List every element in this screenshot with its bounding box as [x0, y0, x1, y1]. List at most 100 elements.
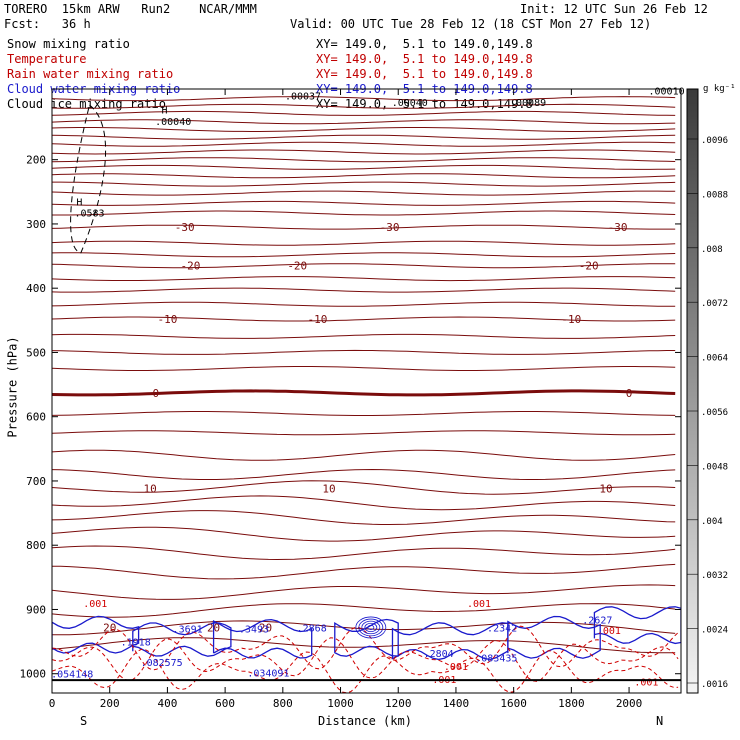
temperature-contour: [52, 240, 676, 246]
temperature-contour-label: -20: [287, 260, 307, 273]
legend-snow-xy: XY= 149.0, 5.1 to 149.0,149.8: [316, 37, 533, 51]
cloud-water-contour: [132, 622, 232, 657]
temperature-contour: [52, 526, 676, 542]
cloud-water-contour: [334, 618, 399, 657]
temperature-contour-label: -10: [157, 313, 177, 326]
temperature-contour: [52, 252, 676, 258]
contour-annotation: .082575: [141, 658, 183, 669]
legend-rain-xy: XY= 149.0, 5.1 to 149.0,149.8: [316, 67, 533, 81]
colorbar-unit: g kg⁻¹: [703, 84, 736, 94]
colorbar-tick-label: .0072: [701, 299, 728, 309]
y-tick-label: 1000: [20, 668, 47, 681]
temperature-contour: [52, 430, 676, 436]
cloud-water-core: [358, 618, 384, 637]
colorbar-tick-label: .008: [701, 245, 723, 255]
x-tick-label: 1600: [500, 697, 527, 710]
cloud-water-core: [364, 622, 378, 633]
temperature-contour: [52, 103, 676, 109]
contour-annotation: .083435: [475, 654, 517, 665]
temperature-contour: [52, 127, 676, 132]
x-tick-label: 0: [49, 697, 56, 710]
temperature-contour-label: 20: [259, 621, 272, 634]
contour-annotation: .2804: [424, 649, 454, 660]
colorbar-tick-label: .0096: [701, 136, 728, 146]
header-valid-time: Valid: 00 UTC Tue 28 Feb 12 (18 CST Mon …: [290, 17, 652, 31]
temperature-contour: [52, 224, 676, 230]
colorbar-tick-label: .0056: [701, 408, 728, 418]
colorbar-tick-label: .0032: [701, 571, 728, 581]
x-axis-start-label: S: [80, 714, 88, 728]
contour-annotation: .0583: [74, 208, 104, 219]
temperature-contour: [52, 480, 676, 495]
temperature-contour: [52, 449, 676, 461]
cloud-water-core: [361, 620, 381, 635]
legend-temperature-label: Temperature: [7, 52, 87, 66]
colorbar-tick-label: .0016: [701, 680, 728, 690]
contour-annotation: .00040: [155, 117, 191, 128]
temperature-contour: [52, 210, 676, 216]
temperature-contour: [52, 349, 676, 355]
rain-water-contour: [52, 637, 679, 682]
legend-rain-label: Rain water mixing ratio: [7, 67, 174, 81]
temperature-contour: [52, 316, 676, 322]
temperature-contour: [52, 603, 676, 618]
contour-annotation: .054148: [51, 670, 93, 681]
temperature-contour: [52, 563, 676, 580]
temperature-contour-label: -10: [308, 313, 328, 326]
cloud-ice-contour: [70, 104, 107, 254]
x-axis-label: Distance (km): [318, 714, 412, 728]
temperature-contour: [52, 468, 676, 480]
y-tick-label: 700: [26, 475, 46, 488]
temperature-contour: [52, 119, 676, 125]
plot-frame: [51, 88, 682, 694]
contour-annotation: .001: [467, 599, 491, 610]
temperature-contour-label: 0: [153, 387, 160, 400]
contour-annotation: .3493: [239, 625, 269, 636]
temperature-contour: [52, 149, 676, 155]
temperature-contour-label: 10: [322, 483, 335, 496]
colorbar-tick-label: .0048: [701, 462, 728, 472]
temperature-contour: [52, 637, 676, 654]
temperature-contour: [52, 181, 676, 187]
y-tick-label: 200: [26, 154, 46, 167]
contour-annotation: .00010: [649, 86, 685, 97]
contour-annotation: .001: [444, 662, 468, 673]
temperature-contour: [52, 333, 676, 339]
temperature-contour-label: 10: [143, 483, 156, 496]
y-tick-label: 300: [26, 218, 46, 231]
contour-annotation: .00040: [392, 98, 428, 109]
temperature-contour: [52, 173, 676, 179]
temperature-contour-label: -30: [380, 221, 400, 234]
x-tick-label: 200: [100, 697, 120, 710]
temperature-contour: [52, 134, 676, 140]
cloud-water-core: [367, 624, 375, 630]
temperature-contour: [52, 495, 676, 511]
cloud-water-contour: [507, 615, 601, 659]
header-title-left: TORERO 15km ARW Run2 NCAR/MMM: [4, 2, 257, 16]
x-tick-label: 2000: [616, 697, 643, 710]
colorbar-tick-label: .004: [701, 517, 723, 527]
contour-annotation: H: [76, 197, 82, 208]
x-tick-label: 1400: [443, 697, 470, 710]
colorbar-tick-label: .0064: [701, 354, 728, 364]
y-tick-label: 400: [26, 282, 46, 295]
temperature-contour: [52, 411, 676, 416]
y-tick-label: 800: [26, 539, 46, 552]
contour-annotation: .2627: [582, 616, 612, 627]
y-tick-label: 600: [26, 411, 46, 424]
temperature-contour-label: -20: [181, 260, 201, 273]
x-tick-label: 600: [215, 697, 235, 710]
temperature-contour: [52, 110, 676, 116]
colorbar-gradient: [686, 88, 699, 694]
header-init-time: Init: 12 UTC Sun 26 Feb 12: [520, 2, 708, 16]
temperature-contour: [52, 287, 676, 293]
x-axis-end-label: N: [656, 714, 664, 728]
temperature-contour: [52, 584, 676, 600]
y-axis-label: Pressure (hPa): [5, 336, 20, 438]
legend-snow-label: Snow mixing ratio: [7, 37, 130, 51]
x-tick-label: 1800: [558, 697, 585, 710]
contour-annotation: .001: [634, 677, 658, 688]
x-tick-label: 1200: [385, 697, 412, 710]
cloud-water-core: [355, 616, 387, 639]
